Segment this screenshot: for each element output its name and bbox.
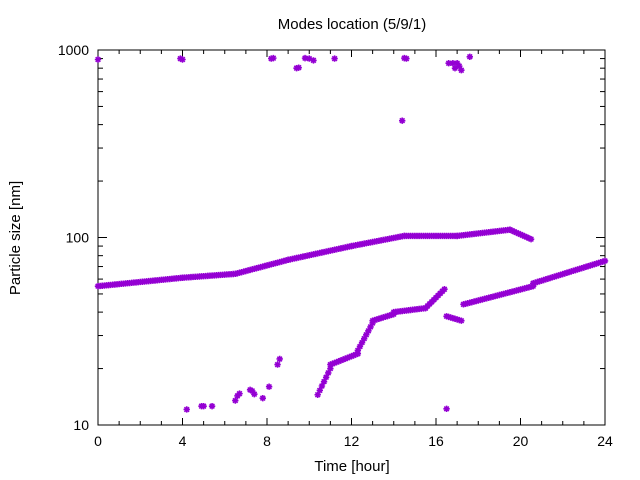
data-point: [320, 378, 328, 385]
data-point: [354, 347, 362, 354]
data-point: [301, 54, 309, 62]
data-point: [331, 55, 338, 62]
data-point: [327, 361, 334, 368]
data-point: [521, 233, 528, 240]
data-point: [259, 394, 266, 402]
data-point: [601, 257, 609, 265]
data-point: [249, 387, 256, 395]
data-point: [352, 351, 359, 358]
data-point: [508, 227, 516, 234]
x-tick-label: 16: [428, 433, 444, 449]
data-point: [441, 286, 448, 293]
data-point: [306, 55, 313, 62]
data-point: [322, 374, 330, 381]
data-point: [451, 64, 459, 72]
data-point: [251, 390, 258, 398]
data-point: [331, 359, 338, 367]
data-point: [356, 343, 364, 350]
data-point: [348, 353, 355, 360]
data-point: [329, 360, 336, 367]
data-point: [208, 402, 216, 410]
chart-title: Modes location (5/9/1): [278, 16, 426, 33]
data-point: [506, 226, 514, 233]
x-axis-title: Time [hour]: [314, 458, 389, 475]
data-point: [265, 383, 273, 390]
data-point: [350, 352, 357, 359]
data-point: [177, 55, 184, 62]
y-axis-title: Particle size [nm]: [7, 181, 24, 295]
data-point: [458, 67, 465, 74]
data-point: [517, 231, 524, 238]
x-tick-label: 20: [513, 433, 529, 449]
data-point: [333, 358, 340, 366]
data-point: [314, 391, 321, 398]
data-point: [346, 353, 353, 361]
data-point: [179, 56, 186, 63]
data-point: [337, 357, 345, 364]
data-point: [529, 282, 537, 290]
data-point: [510, 228, 518, 235]
data-point: [403, 55, 410, 62]
x-tick-label: 0: [94, 433, 102, 449]
x-tick-label: 24: [597, 433, 613, 449]
data-point: [310, 57, 317, 64]
data-point: [456, 62, 463, 70]
data-point: [339, 356, 347, 363]
data-point: [513, 229, 520, 236]
x-tick-label: 12: [344, 433, 360, 449]
y-tick-label: 1000: [58, 42, 89, 58]
data-point: [318, 382, 326, 390]
x-tick-label: 4: [179, 433, 187, 449]
y-tick-label: 100: [66, 230, 90, 246]
data-point: [327, 365, 334, 372]
data-point: [443, 405, 450, 413]
data-point: [399, 117, 406, 124]
data-point: [527, 235, 535, 243]
data-point: [466, 53, 473, 60]
data-point: [449, 60, 457, 67]
data-point: [316, 387, 324, 394]
data-point: [200, 402, 207, 410]
data-point: [94, 56, 102, 63]
data-point: [325, 369, 332, 377]
data-point: [335, 358, 343, 365]
data-points: [94, 53, 609, 413]
y-axis-ticks: 10 100 1000: [58, 42, 605, 433]
data-point: [363, 331, 370, 338]
data-point: [354, 350, 362, 357]
data-point: [445, 60, 452, 67]
data-point: [295, 64, 302, 71]
x-tick-label: 8: [263, 433, 271, 449]
data-point: [453, 60, 461, 67]
data-point: [274, 361, 281, 368]
data-point: [270, 54, 277, 62]
y-tick-label: 10: [73, 417, 89, 433]
data-point: [360, 335, 368, 342]
data-point: [523, 234, 531, 241]
data-point: [519, 232, 526, 239]
minor-ticks: [98, 50, 605, 425]
data-point: [276, 355, 283, 363]
data-point: [183, 406, 190, 413]
data-point: [341, 355, 349, 362]
data-point: [515, 230, 522, 237]
data-point: [525, 234, 533, 242]
data-point: [232, 397, 239, 404]
data-point: [236, 390, 243, 397]
data-point: [358, 339, 366, 346]
data-point: [367, 323, 374, 331]
x-axis-ticks: 0 4 8 12 16 20 24: [94, 50, 613, 449]
data-point: [458, 317, 465, 324]
data-point: [344, 354, 351, 362]
data-point: [365, 327, 372, 335]
